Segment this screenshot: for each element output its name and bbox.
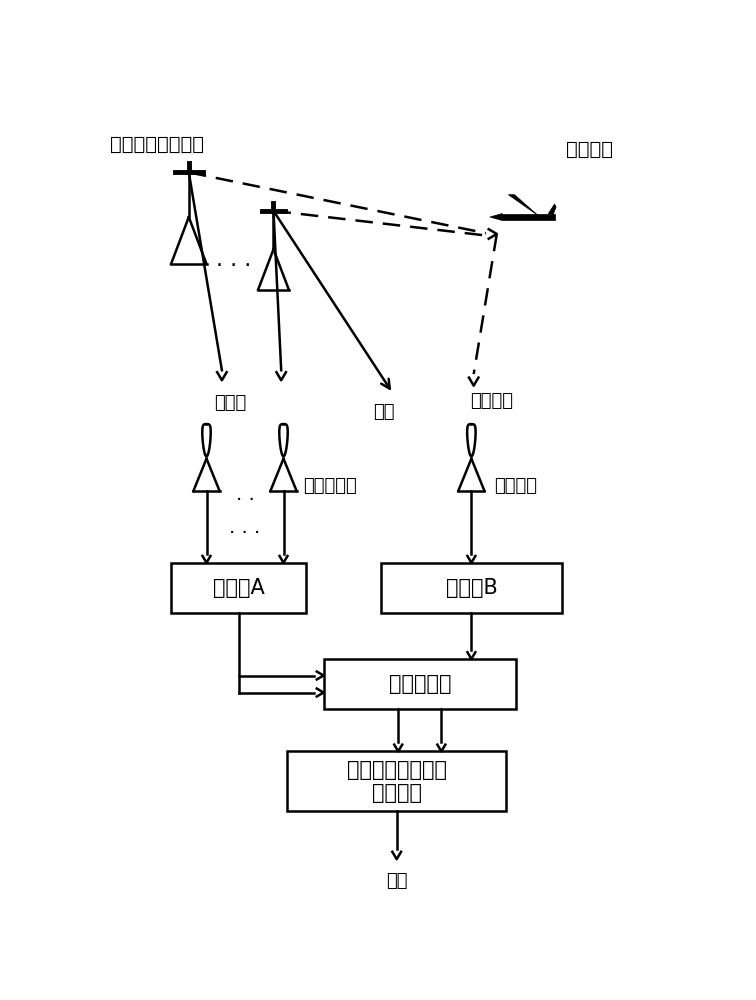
Text: 接收机A: 接收机A	[213, 578, 265, 598]
Text: 回波天线: 回波天线	[494, 477, 538, 495]
Text: 信号处理机: 信号处理机	[389, 674, 451, 694]
Text: · · ·: · · ·	[215, 256, 251, 276]
Text: 恒虚警检测与航迹
处理模块: 恒虚警检测与航迹 处理模块	[347, 760, 447, 803]
Bar	[324, 659, 516, 709]
Text: 移动通信同频基站: 移动通信同频基站	[110, 135, 204, 154]
Text: · · ·: · · ·	[229, 524, 261, 543]
Bar	[381, 563, 562, 613]
Bar	[172, 563, 306, 613]
Bar	[287, 751, 507, 811]
Text: · ·: · ·	[236, 491, 254, 510]
Polygon shape	[508, 195, 538, 215]
Text: 运动目标: 运动目标	[566, 140, 613, 159]
Text: 参考天线阵: 参考天线阵	[302, 477, 357, 495]
Text: 直达波: 直达波	[214, 394, 246, 412]
Text: 接收机B: 接收机B	[445, 578, 497, 598]
Polygon shape	[490, 214, 502, 220]
Text: 输出: 输出	[386, 872, 407, 890]
Polygon shape	[548, 204, 556, 215]
Text: 干扰: 干扰	[373, 403, 395, 421]
Text: 目标回波: 目标回波	[469, 392, 513, 410]
Polygon shape	[502, 214, 555, 220]
